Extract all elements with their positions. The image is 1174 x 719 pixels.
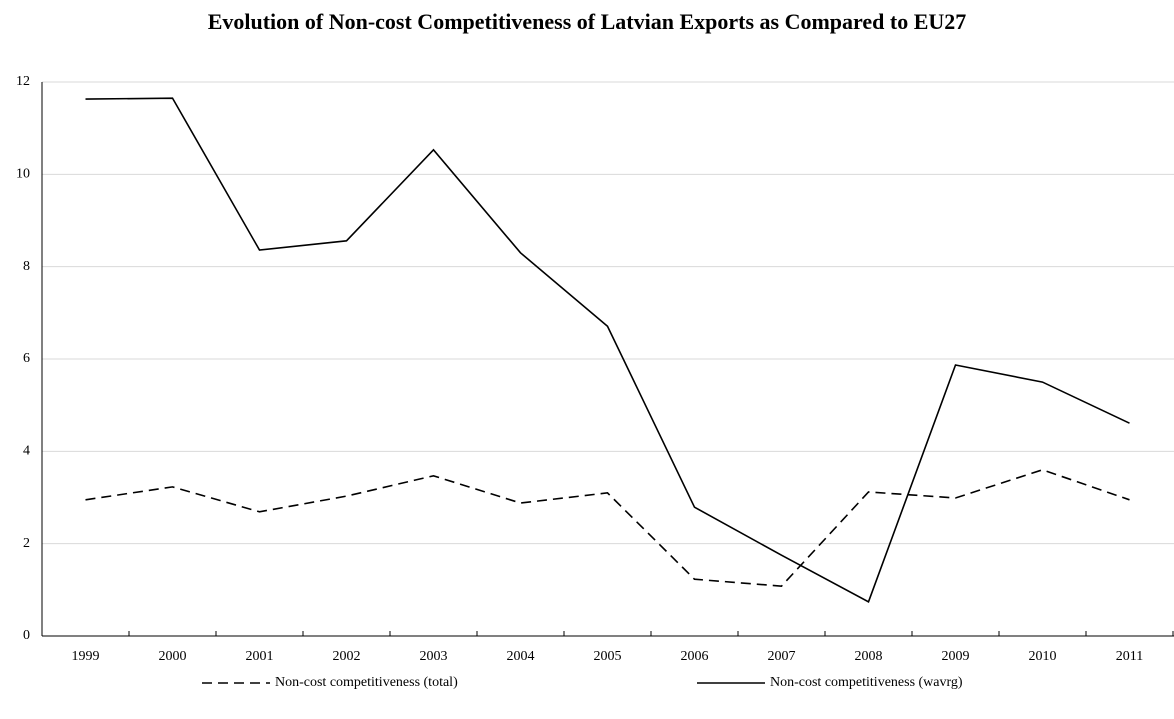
y-tick-label: 2: [23, 536, 30, 551]
x-tick-label: 2002: [333, 649, 361, 664]
y-tick-label: 6: [23, 351, 30, 366]
grid: [42, 81, 1174, 545]
x-tick-label: 2011: [1116, 649, 1143, 664]
y-tick-label: 8: [23, 259, 30, 274]
x-tick-label: 2001: [246, 649, 274, 664]
y-tick-label: 0: [23, 628, 30, 643]
x-tick-label: 2000: [159, 649, 187, 664]
series-line: [85, 468, 1130, 587]
chart-title: Evolution of Non-cost Competitiveness of…: [208, 9, 967, 34]
x-tick-label: 2007: [768, 649, 796, 664]
y-tick-label: 10: [16, 167, 30, 182]
x-tick-label: 2009: [942, 649, 970, 664]
x-tick-label: 2010: [1029, 649, 1057, 664]
legend-label: Non-cost competitiveness (wavrg): [770, 675, 963, 690]
series-line: [85, 97, 1130, 603]
x-tick-label: 2006: [681, 649, 709, 664]
y-tick-label: 4: [23, 444, 30, 459]
x-tick-label: 2008: [855, 649, 883, 664]
x-tick-label: 1999: [72, 649, 100, 664]
x-tick-label: 2003: [420, 649, 448, 664]
x-tick-label: 2004: [507, 649, 535, 664]
x-tick-label: 2005: [594, 649, 622, 664]
legend-label: Non-cost competitiveness (total): [275, 675, 458, 690]
y-tick-label: 12: [16, 74, 30, 89]
